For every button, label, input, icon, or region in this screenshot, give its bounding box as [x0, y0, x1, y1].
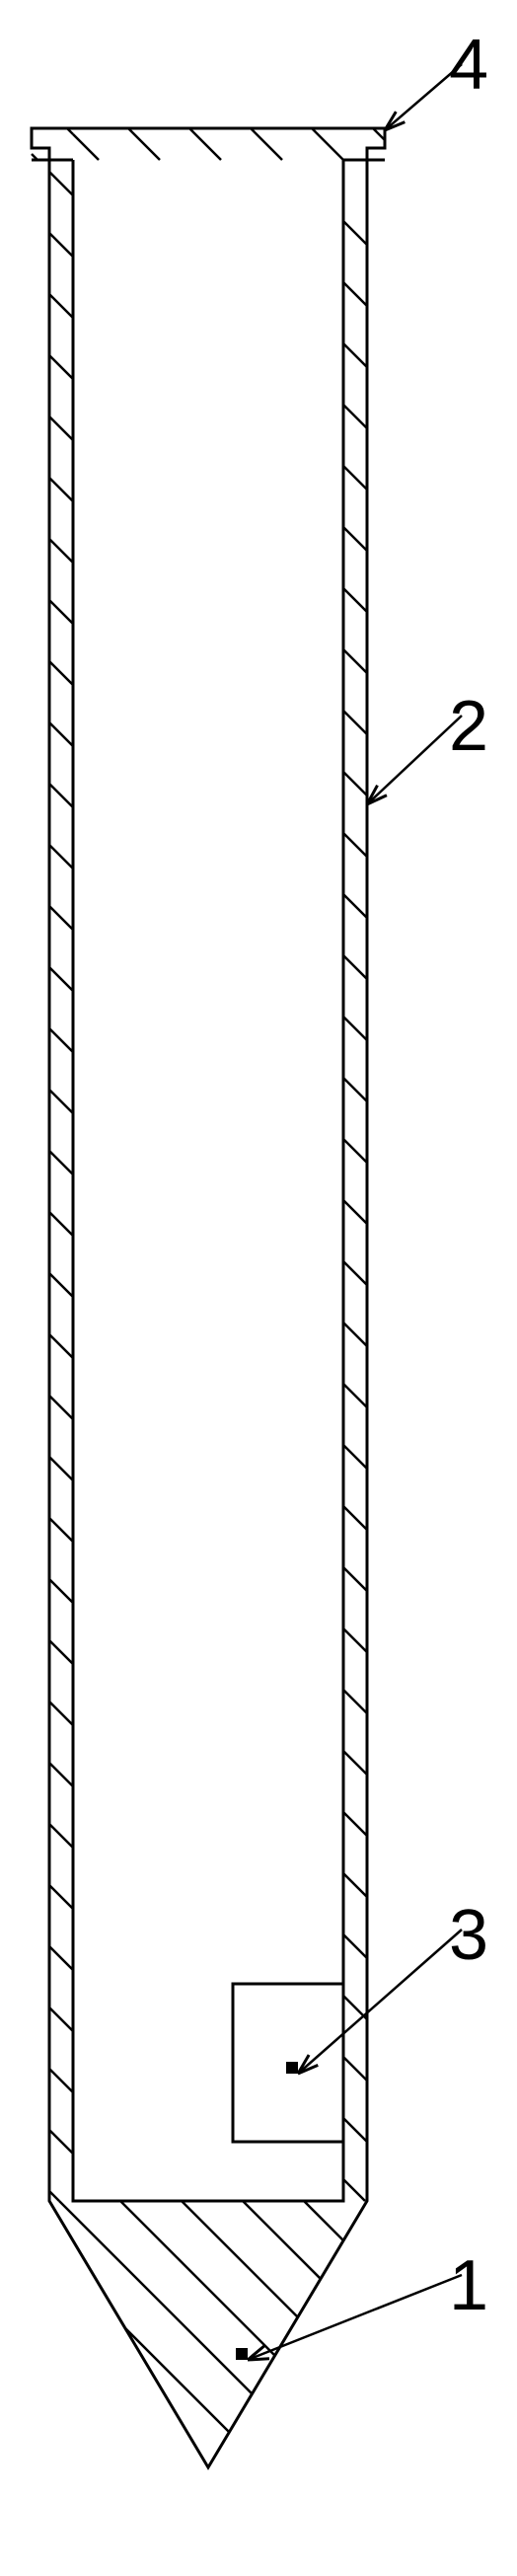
cavity [73, 160, 343, 2201]
leader-l1 [248, 2275, 462, 2360]
technical-drawing: 4 2 3 1 [0, 0, 517, 2576]
label-1: 1 [449, 2246, 488, 2325]
leader-l2 [367, 716, 462, 804]
outline [32, 128, 385, 2467]
label-2: 2 [449, 687, 488, 766]
leader-l3 [298, 1930, 462, 2074]
label-4: 4 [449, 26, 488, 105]
label-3: 3 [449, 1896, 488, 1975]
